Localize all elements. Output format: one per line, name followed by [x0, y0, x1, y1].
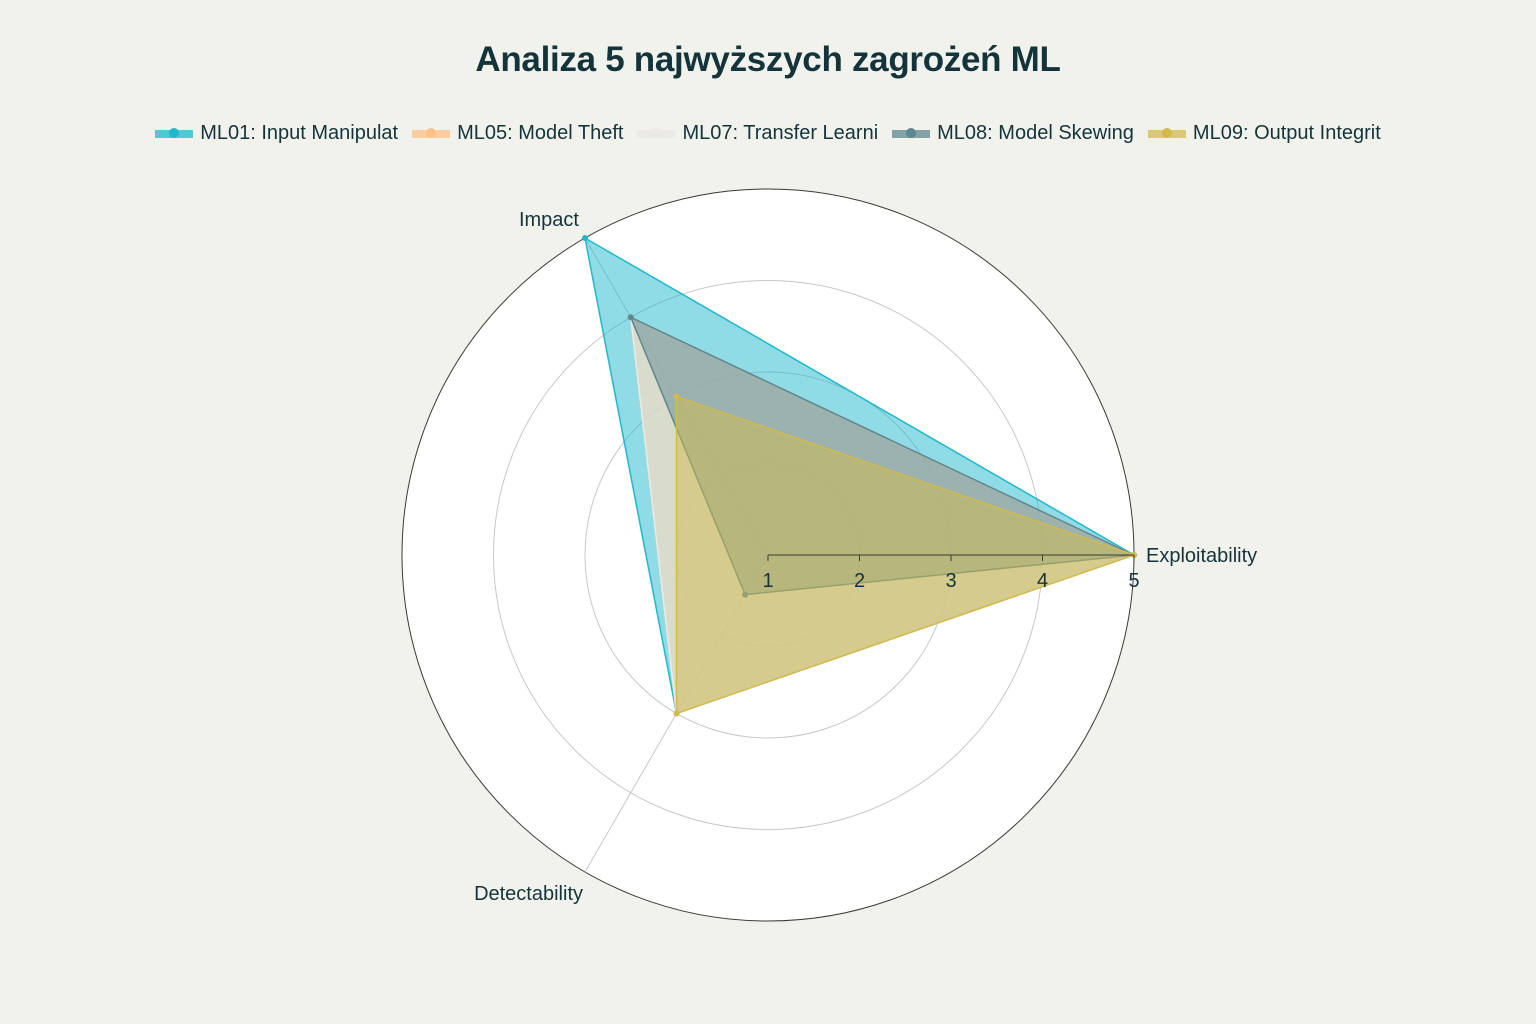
data-point[interactable] — [673, 710, 680, 717]
series-layer — [582, 235, 1137, 717]
legend-item[interactable]: ML07: Transfer Learni — [637, 122, 878, 145]
legend-label: ML01: Input Manipulat — [200, 121, 399, 144]
radial-tick-label: 4 — [1037, 570, 1048, 592]
radial-tick-label: 3 — [945, 570, 956, 592]
legend-swatch-icon — [1147, 127, 1186, 139]
legend-item[interactable]: ML09: Output Integrit — [1147, 121, 1381, 145]
legend-label: ML08: Model Skewing — [937, 121, 1134, 144]
angular-labels: Exploitability Impact Detectability — [474, 209, 1257, 905]
radial-tick-label: 1 — [762, 570, 773, 592]
legend: ML01: Input Manipulat ML05: Model Theft … — [0, 118, 1536, 148]
legend-item[interactable]: ML01: Input Manipulat — [155, 122, 398, 145]
data-point[interactable] — [673, 393, 680, 400]
angular-axis-label: Impact — [519, 209, 579, 231]
chart-title: Analiza 5 najwyższych zagrożeń ML — [475, 40, 1061, 79]
legend-label: ML07: Transfer Learni — [682, 121, 879, 144]
legend-item[interactable]: ML05: Model Theft — [412, 122, 623, 145]
legend-item[interactable]: ML08: Model Skewing — [892, 122, 1134, 145]
legend-swatch-icon — [892, 127, 931, 139]
radial-axis: 1 2 3 4 5 — [762, 554, 1140, 592]
legend-label: ML05: Model Theft — [457, 121, 624, 144]
legend-swatch-icon — [412, 127, 451, 139]
legend-swatch-icon — [637, 127, 676, 139]
radial-tick-label: 5 — [1128, 570, 1139, 592]
legend-label: ML09: Output Integrit — [1192, 121, 1381, 144]
radial-tick-label: 2 — [854, 570, 865, 592]
data-point[interactable] — [627, 314, 634, 321]
angular-axis-label: Exploitability — [1146, 545, 1257, 567]
data-point[interactable] — [582, 235, 588, 242]
angular-axis-label: Detectability — [474, 883, 583, 905]
legend-swatch-icon — [155, 127, 194, 139]
